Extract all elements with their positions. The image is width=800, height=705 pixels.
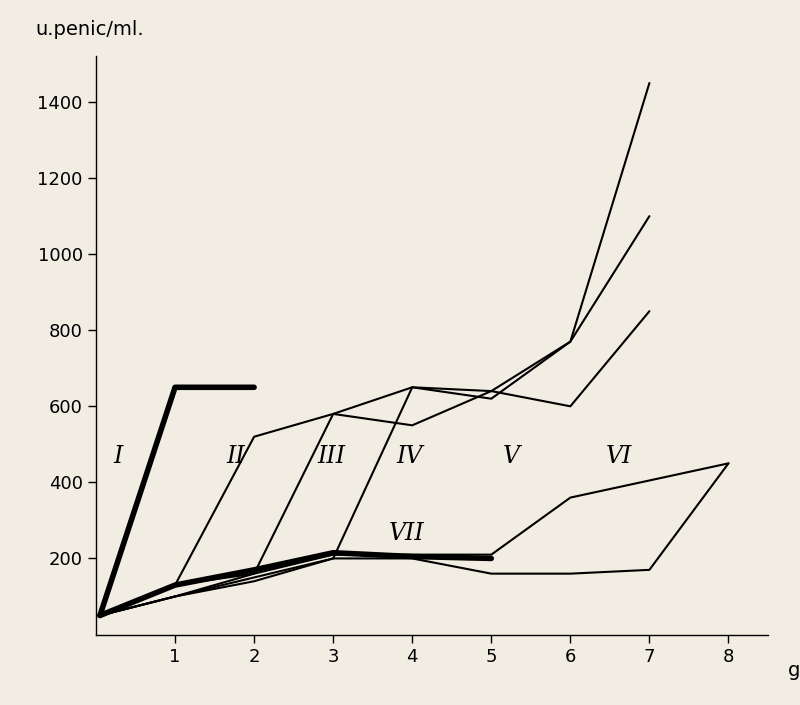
Text: IV: IV bbox=[397, 446, 422, 468]
Text: u.penic/ml.: u.penic/ml. bbox=[35, 20, 144, 39]
Text: III: III bbox=[318, 446, 346, 468]
Text: II: II bbox=[226, 446, 245, 468]
Text: VI: VI bbox=[606, 446, 632, 468]
Text: gg.: gg. bbox=[788, 661, 800, 680]
Text: V: V bbox=[503, 446, 520, 468]
Text: VII: VII bbox=[389, 522, 424, 545]
Text: I: I bbox=[114, 446, 122, 468]
